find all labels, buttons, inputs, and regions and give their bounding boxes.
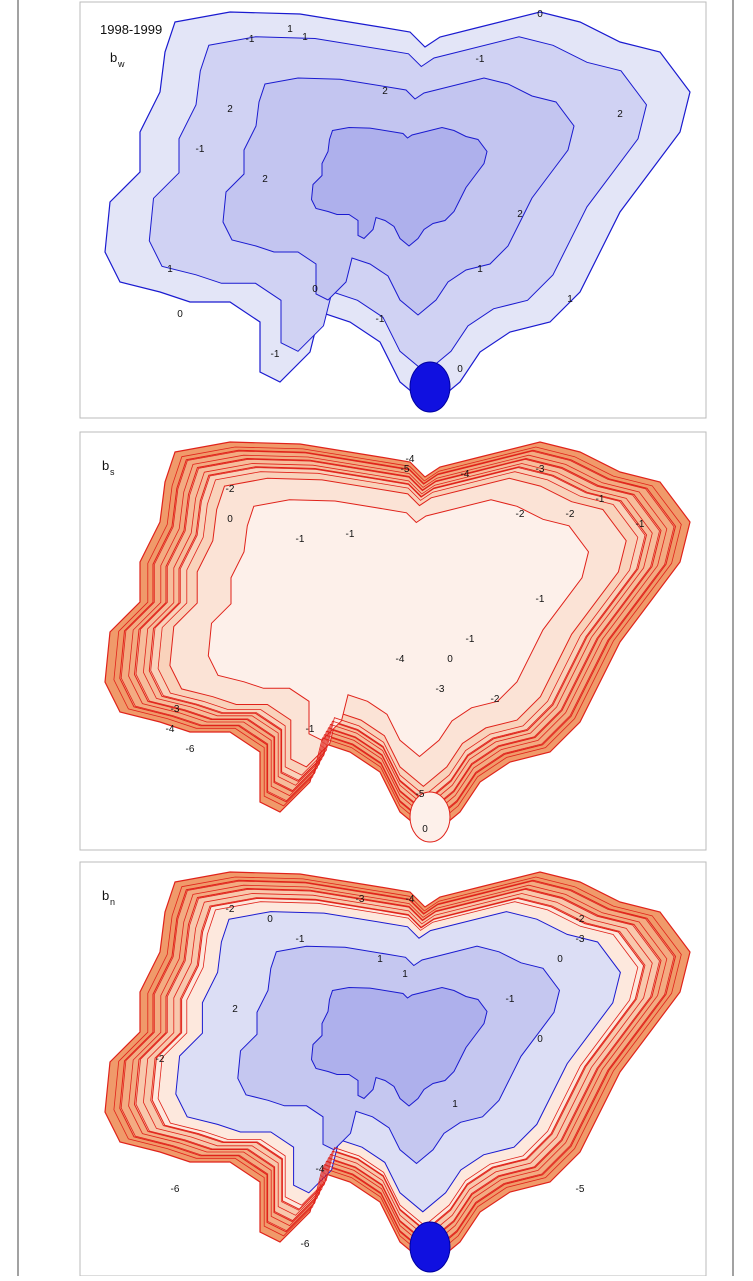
contour-label: 0 [422,824,428,835]
contour-label: -2 [226,484,235,495]
contour-label: -1 [246,34,255,45]
contour-label: 0 [537,1034,543,1045]
contour-label: -5 [576,1184,585,1195]
contour-label: -4 [461,469,470,480]
contour-label: 0 [557,954,563,965]
contour-label: 1 [477,264,483,275]
contour-label: -1 [196,144,205,155]
variable-subscript: n [110,897,115,907]
variable-label: b [110,50,117,65]
contour-label: -2 [226,904,235,915]
contour-label: 1 [402,969,408,980]
outlet-glacier [410,362,450,412]
contour-label: 1 [567,294,573,305]
contour-label: 0 [537,9,543,20]
contour-label: 0 [457,364,463,375]
contour-label: -5 [401,464,410,475]
contour-label: -1 [466,634,475,645]
contour-label: 1 [167,264,173,275]
contour-label: -6 [171,1184,180,1195]
contour-label: 2 [227,104,233,115]
contour-label: -2 [516,509,525,520]
map [105,12,690,412]
contour-label: 2 [617,109,623,120]
contour-label: -2 [491,694,500,705]
contour-label: 2 [382,86,388,97]
contour-label: 1 [377,954,383,965]
panel-title: 1998-1999 [100,22,162,37]
contour-label: 2 [232,1004,238,1015]
contour-label: -1 [296,534,305,545]
variable-label: b [102,458,109,473]
contour-label: -1 [636,519,645,530]
contour-label: -1 [296,934,305,945]
contour-label: -1 [306,724,315,735]
contour-label: -1 [596,494,605,505]
contour-label: -4 [166,724,175,735]
contour-label: -3 [536,464,545,475]
contour-label: 1 [287,24,293,35]
contour-label: 2 [262,174,268,185]
contour-label: 1 [452,1099,458,1110]
contour-label: -4 [316,1164,325,1175]
contour-label: -6 [301,1239,310,1250]
contour-label: -4 [406,894,415,905]
contour-label: 0 [267,914,273,925]
contour-label: -3 [171,704,180,715]
contour-label: -3 [436,684,445,695]
figure: 1998-1999bw11-1202-12-1221-1100-101bs-5-… [0,0,753,1276]
contour-label: -4 [406,454,415,465]
contour-label: -3 [356,894,365,905]
contour-label: -4 [396,654,405,665]
outlet-glacier [410,1222,450,1272]
contour-label: 0 [447,654,453,665]
contour-label: -1 [536,594,545,605]
contour-label: -1 [271,349,280,360]
contour-label: 0 [312,284,318,295]
map [105,872,690,1272]
contour-label: 0 [177,309,183,320]
contour-label: -2 [566,509,575,520]
contour-label: -5 [416,789,425,800]
contour-label: 1 [302,32,308,43]
variable-subscript: s [110,467,115,477]
contour-label: 0 [227,514,233,525]
contour-label: -6 [186,744,195,755]
contour-label: -1 [506,994,515,1005]
contour-label: -1 [346,529,355,540]
contour-label: 2 [517,209,523,220]
variable-label: b [102,888,109,903]
contour-label: -1 [476,54,485,65]
contour-label: -2 [576,914,585,925]
contour-label: -2 [156,1054,165,1065]
contour-label: -3 [576,934,585,945]
variable-subscript: w [117,59,125,69]
contour-label: -1 [376,314,385,325]
